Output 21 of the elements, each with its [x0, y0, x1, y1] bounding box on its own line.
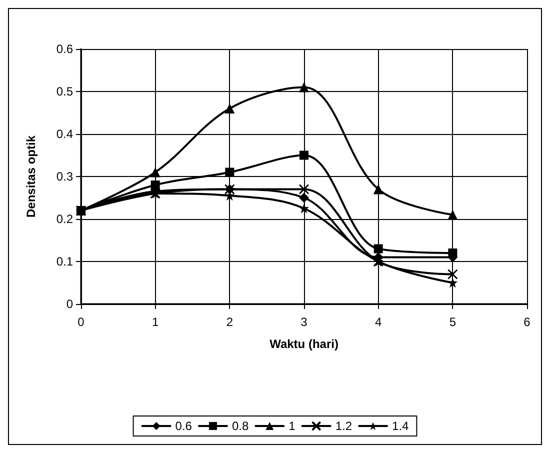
legend-label: 1: [288, 419, 296, 433]
y-tick-label: 0.4: [56, 127, 74, 141]
y-tick-label: 0.3: [56, 170, 74, 184]
x-tick-label: 4: [374, 315, 382, 329]
x-tick-label: 5: [449, 315, 456, 329]
x-tick-label: 6: [524, 315, 531, 329]
x-tick-label: 3: [300, 315, 308, 329]
x-axis-title: Waktu (hari): [270, 337, 338, 351]
legend-label: 0.8: [232, 419, 249, 433]
y-axis-title: Densitas optik: [24, 135, 38, 218]
y-tick-label: 0.6: [56, 42, 74, 56]
y-tick-label: 0.1: [56, 254, 74, 268]
x-tick-label: 1: [152, 315, 159, 329]
y-tick-label: 0: [66, 297, 74, 311]
legend-label: 1.4: [392, 419, 410, 433]
legend-label: 1.2: [335, 419, 352, 433]
x-tick-label: 0: [78, 315, 85, 329]
legend-label: 0.6: [175, 419, 192, 433]
x-tick-label: 2: [226, 315, 234, 329]
y-tick-label: 0.5: [56, 84, 74, 98]
y-tick-label: 0.2: [56, 212, 74, 226]
